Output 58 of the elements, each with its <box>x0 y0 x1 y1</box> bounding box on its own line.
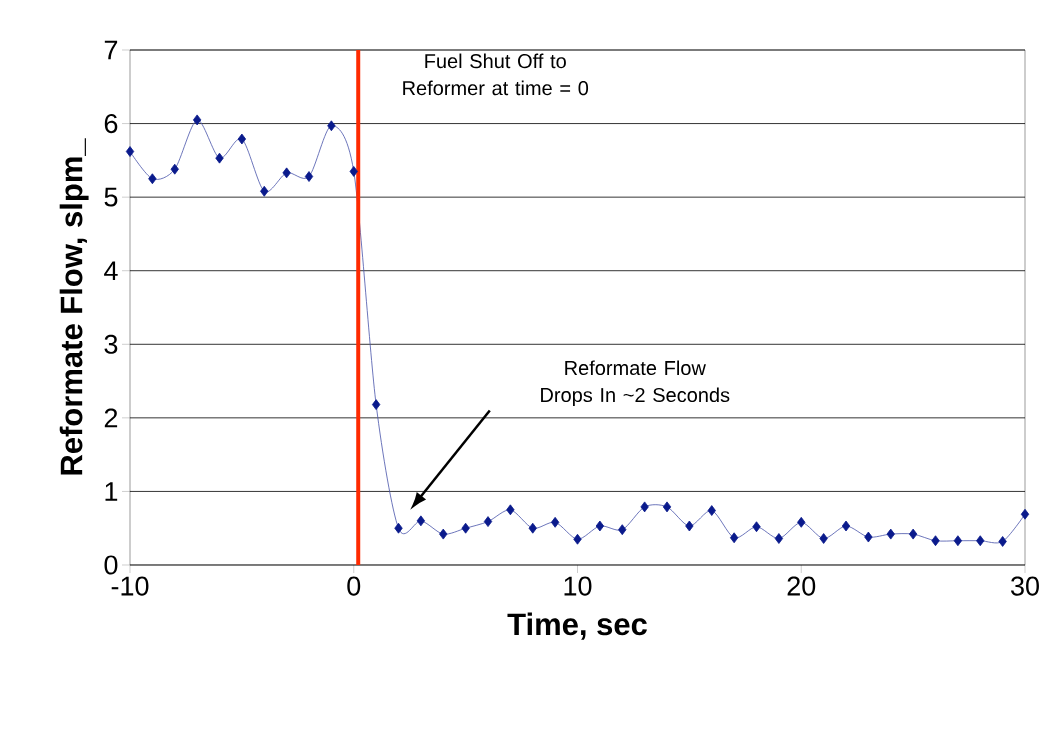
y-axis-title: Reformate Flow, slpm_ <box>59 138 89 475</box>
point <box>841 520 851 532</box>
point <box>864 531 873 543</box>
x-tick-label: 10 <box>564 576 592 596</box>
y-tick-label: 0 <box>104 555 118 575</box>
point <box>394 522 403 534</box>
point <box>192 114 202 126</box>
point <box>506 504 515 516</box>
point <box>797 516 806 528</box>
y-tick-label: 7 <box>104 40 118 60</box>
point <box>640 501 649 513</box>
point <box>707 505 716 516</box>
point <box>595 520 605 532</box>
y-tick-label: 3 <box>104 334 118 354</box>
point <box>729 532 739 544</box>
point <box>439 528 448 540</box>
x-tick-label: 20 <box>787 576 816 596</box>
point <box>371 399 381 411</box>
point <box>774 533 784 544</box>
point <box>998 536 1007 547</box>
point <box>416 515 426 527</box>
point <box>752 521 761 533</box>
point <box>125 146 135 157</box>
point <box>260 185 269 197</box>
point <box>976 535 985 547</box>
point <box>215 152 224 164</box>
point <box>461 522 470 534</box>
point <box>662 501 672 513</box>
point <box>1020 508 1030 520</box>
point <box>327 120 336 132</box>
y-tick-label: 5 <box>104 187 118 207</box>
point <box>282 167 291 179</box>
x-tick-label: -10 <box>111 576 149 596</box>
point <box>573 533 582 545</box>
point <box>237 133 247 145</box>
point <box>953 535 963 547</box>
point <box>349 165 358 177</box>
point <box>886 528 895 540</box>
point <box>483 516 493 527</box>
point <box>170 163 179 175</box>
y-tick-label: 6 <box>104 114 118 134</box>
x-axis-title: Time, sec <box>507 612 647 640</box>
point <box>148 173 157 185</box>
point <box>685 520 694 532</box>
point <box>618 524 627 536</box>
point <box>931 535 940 547</box>
point <box>528 522 537 534</box>
point <box>819 533 828 544</box>
x-tick-label: 30 <box>1011 576 1039 596</box>
y-tick-label: 1 <box>105 482 118 501</box>
point <box>908 528 918 540</box>
y-tick-label: 2 <box>104 408 118 428</box>
point <box>550 516 560 528</box>
annotation: Reformate Flow Drops In ~2 Seconds <box>541 360 730 407</box>
x-tick-label: 0 <box>347 576 361 596</box>
y-tick-label: 4 <box>104 261 118 280</box>
point <box>304 171 314 182</box>
ref-line-label: Fuel Shut Off to Reformer at time = 0 <box>403 53 589 96</box>
